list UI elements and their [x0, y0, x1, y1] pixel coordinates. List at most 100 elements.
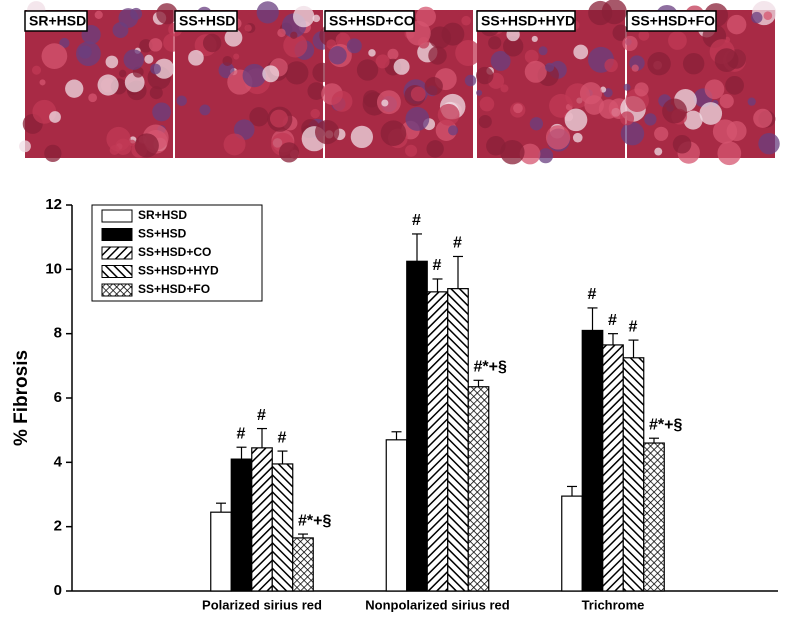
tissue-texture	[622, 35, 638, 52]
panel-label: SS+HSD+FO	[631, 13, 715, 29]
tissue-texture	[538, 148, 554, 164]
tissue-texture	[328, 46, 347, 65]
tissue-texture	[387, 48, 399, 60]
panel-label: SR+HSD	[29, 13, 86, 29]
error-bar	[567, 485, 577, 497]
panel-label: SS+HSD+CO	[329, 13, 415, 29]
tissue-texture	[152, 102, 172, 122]
significance-label: #	[257, 407, 266, 424]
y-tick-label: 8	[54, 325, 62, 342]
tissue-texture	[202, 33, 222, 53]
error-bar	[298, 533, 308, 538]
tissue-texture	[224, 28, 243, 47]
tissue-texture	[123, 49, 145, 70]
tissue-texture	[65, 79, 84, 98]
error-bar	[649, 437, 659, 444]
tissue-texture	[94, 10, 103, 19]
tissue-texture	[283, 33, 308, 58]
tissue-texture	[356, 59, 379, 81]
tissue-texture	[426, 140, 444, 158]
tissue-texture	[88, 93, 98, 103]
legend-label: SS+HSD+FO	[138, 282, 210, 296]
bar	[426, 291, 449, 592]
x-tick-label: Trichrome	[582, 597, 645, 612]
significance-label: #*+§	[474, 359, 507, 376]
significance-label: #	[588, 286, 597, 303]
y-tick-label: 12	[45, 196, 62, 213]
tissue-texture	[310, 108, 320, 119]
legend-swatch	[101, 283, 133, 297]
y-tick-label: 6	[54, 389, 62, 406]
bar	[622, 357, 645, 592]
panel-label: SS+HSD+HYD	[481, 13, 575, 29]
error-bar	[277, 450, 288, 464]
tissue-texture	[249, 107, 269, 127]
tissue-texture	[134, 133, 159, 158]
legend-swatch	[101, 265, 133, 278]
tissue-texture	[269, 109, 288, 128]
significance-label: #	[608, 312, 617, 329]
tissue-texture	[376, 90, 401, 115]
bar	[385, 439, 408, 592]
tissue-texture	[346, 38, 362, 54]
tissue-texture	[381, 99, 389, 107]
bar	[447, 288, 469, 592]
error-bar	[473, 379, 484, 387]
y-tick-label: 4	[54, 453, 63, 470]
tissue-texture	[524, 49, 539, 64]
bar	[643, 442, 665, 592]
tissue-texture	[148, 38, 163, 52]
tissue-texture	[335, 32, 351, 48]
tissue-texture	[601, 0, 627, 25]
tissue-texture	[704, 79, 725, 100]
tissue-texture	[531, 35, 538, 43]
tissue-texture	[223, 133, 246, 156]
tissue-texture	[572, 132, 583, 143]
tissue-texture	[41, 43, 68, 69]
tissue-texture	[285, 61, 309, 85]
error-bar	[236, 446, 247, 460]
y-tick-label: 10	[45, 260, 62, 277]
tissue-texture	[634, 82, 649, 97]
tissue-texture	[393, 58, 410, 75]
bar	[271, 463, 294, 592]
tissue-texture	[699, 102, 723, 125]
tissue-texture	[307, 82, 326, 100]
error-bar	[453, 255, 463, 289]
tissue-texture	[437, 103, 460, 126]
tissue-texture	[763, 11, 773, 21]
error-bar	[391, 431, 402, 440]
tissue-texture	[448, 125, 459, 136]
tissue-texture	[368, 49, 376, 57]
bar	[467, 386, 490, 592]
tissue-texture	[19, 140, 31, 153]
tissue-texture	[488, 36, 502, 50]
error-bar	[257, 427, 267, 448]
tissue-texture	[262, 65, 280, 83]
tissue-texture	[150, 63, 161, 75]
tissue-texture	[726, 121, 747, 142]
error-bar	[216, 502, 226, 513]
panel-label-box	[324, 10, 415, 32]
legend-swatch	[101, 228, 133, 241]
tissue-texture	[130, 7, 143, 20]
significance-label: #*+§	[298, 512, 331, 529]
tissue-texture	[620, 121, 645, 146]
chart: % Fibrosis 0 2 4 6 8 10 12 Polarized sirius red…	[11, 196, 778, 612]
tissue-texture	[49, 111, 61, 123]
bar	[230, 458, 253, 592]
legend-swatch	[101, 246, 133, 260]
tissue-texture	[719, 94, 734, 109]
tissue-texture	[464, 74, 477, 87]
tissue-texture	[380, 120, 407, 147]
legend-swatch	[101, 209, 133, 223]
tissue-texture	[726, 14, 747, 35]
bar	[561, 495, 583, 592]
tissue-texture	[604, 58, 618, 73]
significance-label: #	[453, 235, 462, 252]
tissue-texture	[97, 74, 119, 96]
tissue-texture	[106, 126, 131, 152]
tissue-texture	[714, 48, 739, 73]
legend-label: SS+HSD+HYD	[138, 264, 219, 278]
tissue-texture	[638, 29, 650, 41]
